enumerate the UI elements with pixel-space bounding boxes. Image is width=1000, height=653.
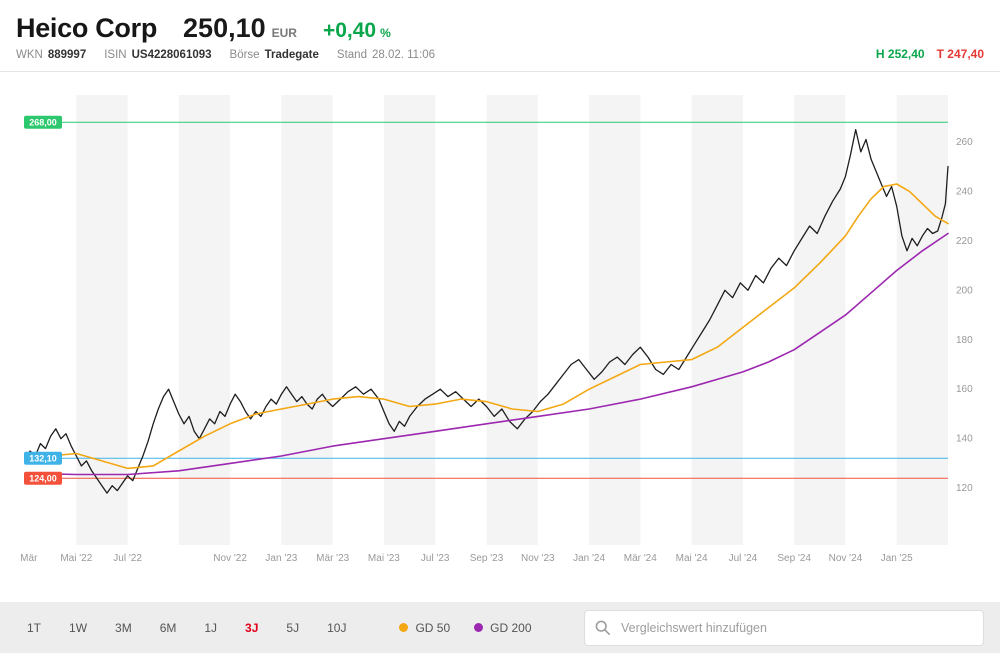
range-selector: 1T 1W 3M 6M 1J 3J 5J 10J <box>16 613 357 643</box>
ref-line-label: 132,10 <box>29 454 57 464</box>
y-axis-tick: 140 <box>956 434 973 445</box>
plot-band <box>691 95 743 545</box>
day-high-label: H <box>875 47 885 61</box>
x-axis-tick: Jan '25 <box>881 553 913 564</box>
range-button-3j[interactable]: 3J <box>234 613 269 643</box>
x-axis-tick: Nov '24 <box>829 553 863 564</box>
x-axis-tick: Mai '22 <box>60 553 92 564</box>
ref-line-label: 124,00 <box>29 474 57 484</box>
series-kurs <box>24 128 949 494</box>
x-axis-tick: Mai '24 <box>676 553 708 564</box>
x-axis-tick: Mär <box>20 553 38 564</box>
price-value: 250,10 <box>183 13 266 43</box>
y-axis-tick: 220 <box>956 236 973 247</box>
ref-line-label-box <box>24 471 62 485</box>
day-low-value: 247,40 <box>947 47 984 61</box>
ref-line-label-box <box>24 115 62 129</box>
compare-search-input[interactable] <box>584 609 984 646</box>
legend-label: GD 200 <box>490 620 532 635</box>
range-button-5j[interactable]: 5J <box>275 613 310 643</box>
x-axis-tick: Sep '24 <box>777 553 811 564</box>
legend-dot-icon <box>399 623 409 632</box>
range-button-3m[interactable]: 3M <box>104 613 143 643</box>
price-chart[interactable]: 268,00 132,10 124,00 120 140 160 180 200 220 240 2… <box>0 72 1000 602</box>
y-axis-tick: 180 <box>956 335 973 346</box>
y-axis-tick: 260 <box>956 137 973 148</box>
meta-stand: Stand 28.02. 11:06 <box>336 49 436 61</box>
range-button-6m[interactable]: 6M <box>149 613 188 643</box>
range-button-1t[interactable]: 1T <box>16 613 52 643</box>
x-axis-tick: Nov '22 <box>213 553 247 564</box>
day-low-label: T <box>936 47 944 61</box>
x-axis-tick: Jul '22 <box>113 553 142 564</box>
price-change-value: +0,40 <box>322 19 377 42</box>
page-title: Heico Corp <box>16 13 158 43</box>
plot-band <box>281 95 333 545</box>
day-high: H 252,40 <box>876 47 925 61</box>
legend-dot-icon <box>474 623 484 632</box>
range-button-10j[interactable]: 10J <box>316 613 357 643</box>
chart-toolbar: 1T 1W 3M 6M 1J 3J 5J 10J GD 50 GD 200 <box>0 602 1000 653</box>
plot-band <box>76 95 128 545</box>
x-axis-tick: Mai '23 <box>368 553 400 564</box>
instrument-meta: WKN 889997 ISIN US4228061093 Börse Tradegate S… <box>0 44 1000 61</box>
range-button-1j[interactable]: 1J <box>193 613 228 643</box>
plot-band <box>178 95 231 545</box>
day-high-value: 252,40 <box>887 47 925 61</box>
x-axis-tick: Mär '24 <box>624 553 657 564</box>
chart-panel: 268,00 132,10 124,00 120 140 160 180 200 220 240 2… <box>0 72 1000 602</box>
chart-legend: GD 50 GD 200 <box>399 620 532 635</box>
y-axis-tick: 120 <box>956 483 973 494</box>
x-axis-tick: Jul '24 <box>729 553 758 564</box>
price-currency: EUR <box>271 26 297 40</box>
y-axis-tick: 200 <box>956 285 973 296</box>
x-axis-tick: Sep '23 <box>470 553 504 564</box>
price-change: +0,40 % <box>323 19 391 43</box>
plot-band <box>896 95 948 545</box>
x-axis-tick: Jul '23 <box>421 553 450 564</box>
ref-line-label-box <box>24 451 62 465</box>
x-axis-tick: Jan '23 <box>265 553 297 564</box>
plot-band <box>486 95 538 545</box>
meta-isin: ISIN US4228061093 <box>104 49 212 61</box>
plot-band <box>383 95 436 545</box>
compare-search <box>584 609 984 646</box>
header-top-row: Heico Corp 250,10 EUR +0,40 % <box>0 0 1000 44</box>
day-high-low: H 252,40 T 247,40 <box>876 47 984 61</box>
meta-wkn: WKN 889997 <box>16 49 87 61</box>
series-gd-200 <box>24 232 949 476</box>
y-axis-tick: 240 <box>956 186 973 197</box>
price-group: 250,10 EUR <box>183 13 297 44</box>
x-axis-tick: Nov '23 <box>521 553 555 564</box>
legend-item-gd-50: GD 50 <box>399 621 450 635</box>
y-axis-tick: 160 <box>956 384 973 395</box>
price-change-unit: % <box>380 26 391 40</box>
meta-brse: Börse Tradegate <box>229 49 319 61</box>
plot-band <box>589 95 641 545</box>
day-low: T 247,40 <box>937 47 984 61</box>
ref-line-label: 268,00 <box>29 118 57 128</box>
series-gd-50 <box>24 183 949 470</box>
legend-item-gd-200: GD 200 <box>474 620 532 635</box>
range-button-1w[interactable]: 1W <box>58 613 98 643</box>
search-icon <box>595 620 611 636</box>
x-axis-tick: Mär '23 <box>316 553 349 564</box>
header: Heico Corp 250,10 EUR +0,40 % WKN 889997 I… <box>0 0 1000 72</box>
legend-label: GD 50 <box>415 620 451 635</box>
x-axis-tick: Jan '24 <box>573 553 605 564</box>
